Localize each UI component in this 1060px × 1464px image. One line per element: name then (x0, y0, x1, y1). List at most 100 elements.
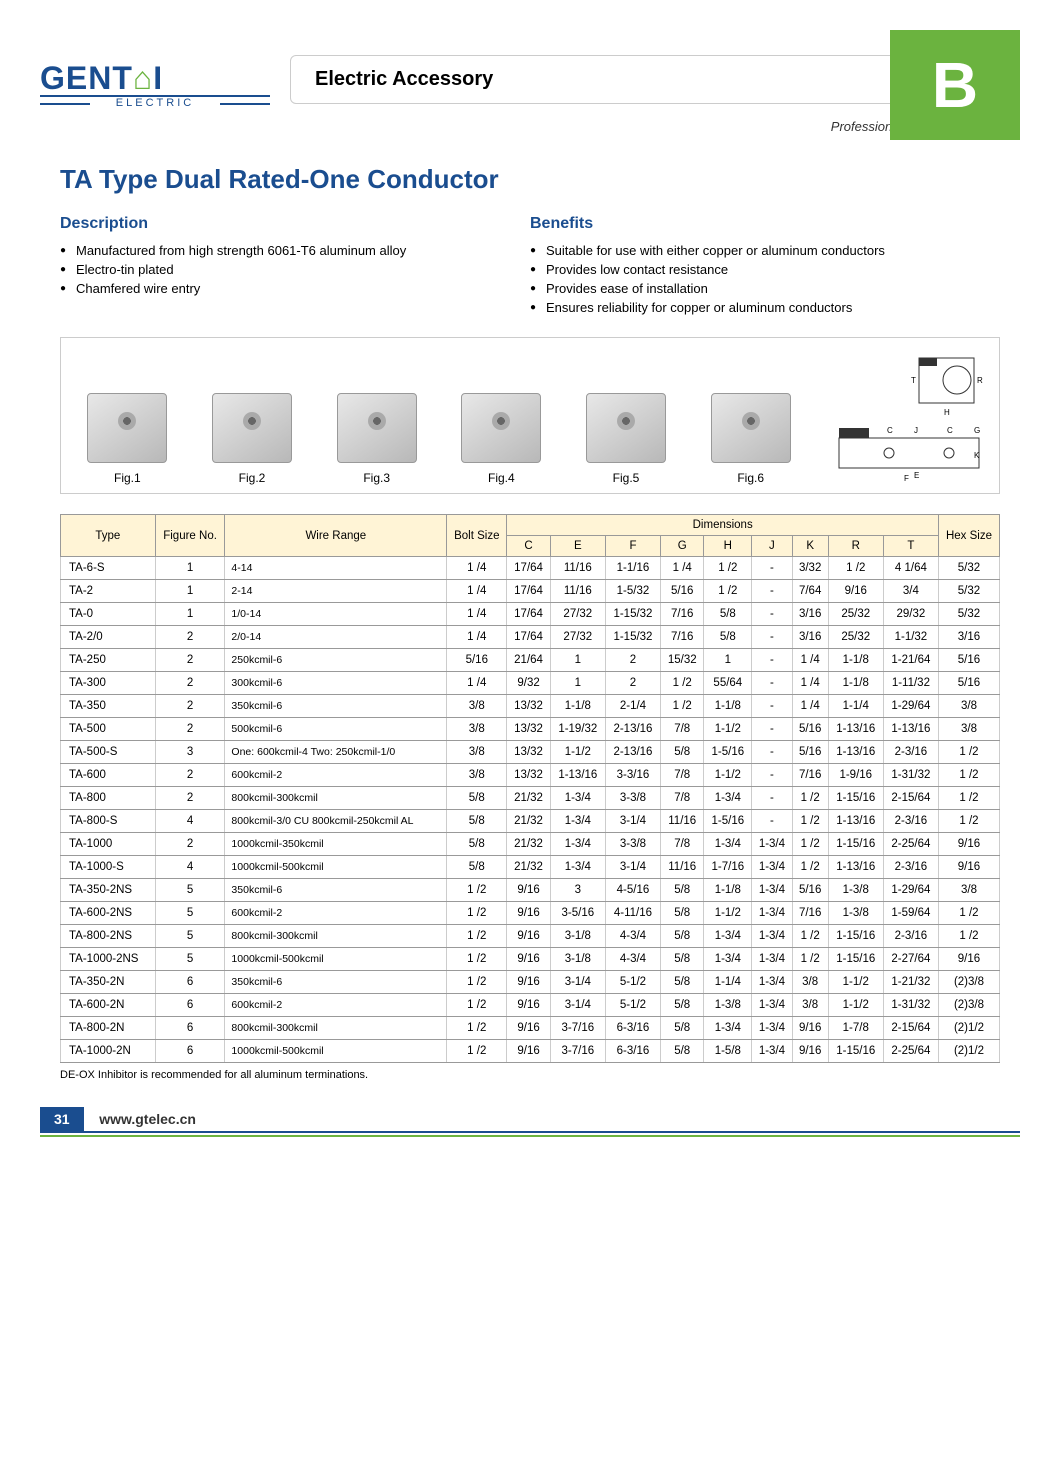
svg-text:H: H (944, 408, 950, 417)
table-cell: 1-1/2 (704, 902, 752, 925)
table-cell: 3/8 (938, 879, 999, 902)
table-cell: 7/16 (661, 626, 704, 649)
table-cell: 800kcmil-300kcmil (225, 787, 447, 810)
table-cell: 1-15/16 (828, 787, 883, 810)
table-cell: 3/16 (792, 603, 828, 626)
table-cell: TA-800-2N (61, 1017, 156, 1040)
table-cell: 13/32 (507, 764, 550, 787)
table-cell: 5/8 (447, 833, 507, 856)
figure-4: Fig.4 (445, 393, 558, 485)
table-cell: 2 (155, 718, 225, 741)
table-cell: 1 /2 (447, 902, 507, 925)
table-cell: 3-1/8 (550, 925, 605, 948)
table-cell: 2 (155, 672, 225, 695)
table-cell: 2-15/64 (883, 787, 938, 810)
table-row: TA-1000-2N61000kcmil-500kcmil1 /29/163-7… (61, 1040, 1000, 1063)
table-cell: 3/8 (938, 695, 999, 718)
benefits-item: Suitable for use with either copper or a… (530, 241, 1000, 260)
table-cell: 1-1/8 (704, 879, 752, 902)
table-cell: 4 (155, 856, 225, 879)
table-cell: 1-3/4 (752, 856, 792, 879)
table-cell: 3-1/8 (550, 948, 605, 971)
table-cell: 7/8 (661, 718, 704, 741)
table-cell: 13/32 (507, 741, 550, 764)
table-cell: 3/8 (447, 741, 507, 764)
table-cell: 1-1/2 (704, 718, 752, 741)
table-cell: 1-3/4 (752, 994, 792, 1017)
table-cell: 1 (155, 557, 225, 580)
table-cell: 3-3/8 (605, 833, 660, 856)
table-cell: 1-1/2 (550, 741, 605, 764)
table-cell: 17/64 (507, 580, 550, 603)
footer-url: www.gtelec.cn (99, 1111, 196, 1127)
table-cell: TA-500 (61, 718, 156, 741)
table-cell: 2-3/16 (883, 856, 938, 879)
table-cell: 1 /2 (447, 1040, 507, 1063)
th-dim: H (704, 536, 752, 557)
table-row: TA-212-141 /417/6411/161-5/325/161 /2-7/… (61, 580, 1000, 603)
table-cell: 3-7/16 (550, 1040, 605, 1063)
table-cell: 1-15/16 (828, 925, 883, 948)
table-row: TA-800-2N6800kcmil-300kcmil1 /29/163-7/1… (61, 1017, 1000, 1040)
table-cell: 5/8 (661, 1040, 704, 1063)
table-cell: 3-1/4 (550, 971, 605, 994)
table-cell: 6-3/16 (605, 1017, 660, 1040)
th-figno: Figure No. (155, 515, 225, 557)
table-cell: 3/32 (792, 557, 828, 580)
table-cell: 1-1/2 (828, 994, 883, 1017)
table-row: TA-8002800kcmil-300kcmil5/821/321-3/43-3… (61, 787, 1000, 810)
table-cell: 1-5/32 (605, 580, 660, 603)
table-cell: TA-2/0 (61, 626, 156, 649)
table-cell: 1-1/16 (605, 557, 660, 580)
table-cell: 1 (155, 603, 225, 626)
th-dim: K (792, 536, 828, 557)
table-cell: 9/16 (938, 833, 999, 856)
table-cell: 2-13/16 (605, 741, 660, 764)
table-cell: 1 /2 (792, 810, 828, 833)
table-cell: 7/16 (792, 764, 828, 787)
table-cell: 1000kcmil-350kcmil (225, 833, 447, 856)
th-dim: E (550, 536, 605, 557)
table-cell: 4-11/16 (605, 902, 660, 925)
table-cell: 1 /2 (792, 925, 828, 948)
table-cell: TA-800 (61, 787, 156, 810)
table-cell: 11/16 (661, 810, 704, 833)
table-cell: 3-1/4 (550, 994, 605, 1017)
table-cell: TA-600-2N (61, 994, 156, 1017)
table-cell: 1-1/8 (828, 649, 883, 672)
table-cell: 1-1/4 (828, 695, 883, 718)
table-cell: 7/16 (661, 603, 704, 626)
table-cell: 5/16 (938, 672, 999, 695)
tagline: Professional Electrical Supplier (40, 119, 1020, 134)
table-cell: 3/8 (792, 994, 828, 1017)
figure-label: Fig.6 (737, 471, 764, 485)
table-cell: 7/8 (661, 833, 704, 856)
table-cell: 3-5/16 (550, 902, 605, 925)
description-item: Chamfered wire entry (60, 279, 530, 298)
table-cell: 1 /4 (447, 626, 507, 649)
table-cell: 1-59/64 (883, 902, 938, 925)
table-cell: 29/32 (883, 603, 938, 626)
table-cell: 25/32 (828, 603, 883, 626)
table-cell: 1 /2 (704, 557, 752, 580)
table-cell: 9/16 (507, 994, 550, 1017)
logo-text-part2: I (153, 60, 163, 96)
table-cell: 4-3/4 (605, 925, 660, 948)
dimension-diagram: T R H C J C G E K F (819, 353, 989, 485)
th-wire: Wire Range (225, 515, 447, 557)
table-cell: 5-1/2 (605, 994, 660, 1017)
table-cell: 1-13/16 (828, 741, 883, 764)
table-cell: 2 (605, 672, 660, 695)
table-cell: 9/32 (507, 672, 550, 695)
table-cell: 4-5/16 (605, 879, 660, 902)
table-cell: TA-2 (61, 580, 156, 603)
table-row: TA-1000-2NS51000kcmil-500kcmil1 /29/163-… (61, 948, 1000, 971)
table-cell: 9/16 (507, 971, 550, 994)
table-cell: 2 (155, 787, 225, 810)
table-cell: 21/32 (507, 810, 550, 833)
table-cell: 3-1/4 (605, 810, 660, 833)
svg-text:T: T (911, 376, 916, 385)
table-cell: (2)1/2 (938, 1040, 999, 1063)
table-cell: 2 (155, 833, 225, 856)
table-cell: 21/64 (507, 649, 550, 672)
